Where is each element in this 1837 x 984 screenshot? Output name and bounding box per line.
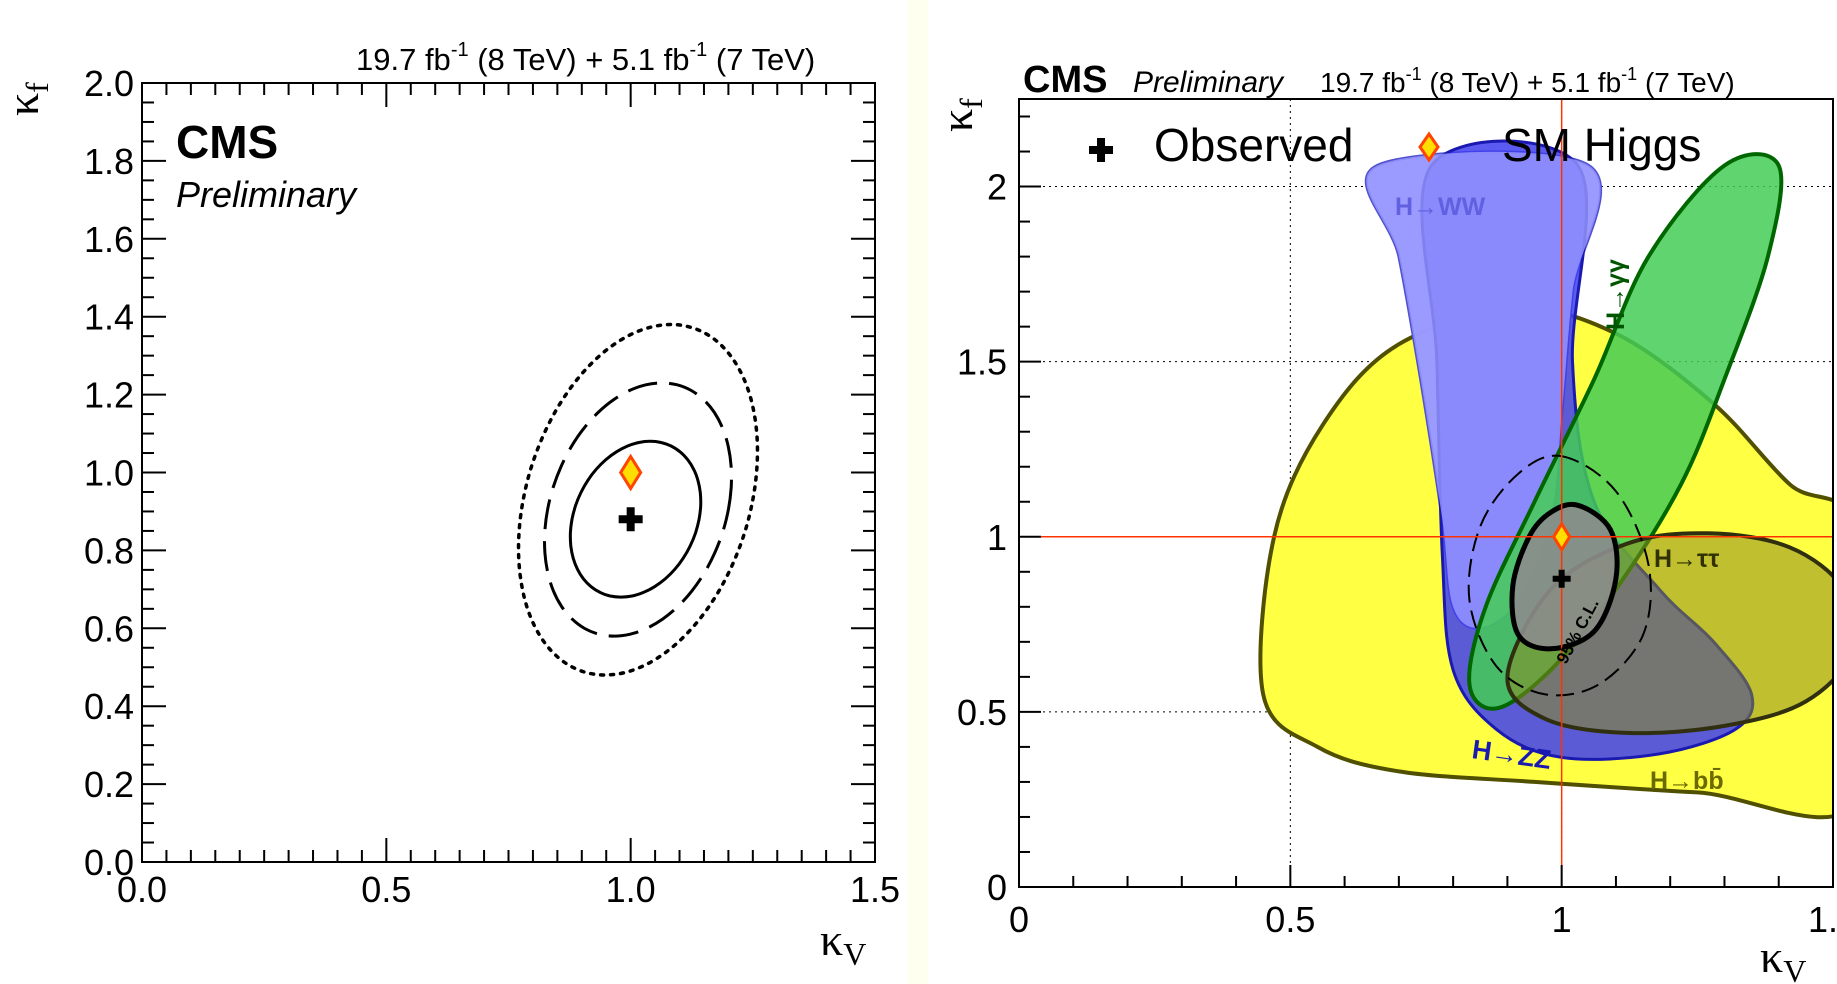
htautau-label: H→ττ [1654,545,1719,573]
hgg-label: H→γγ [1602,259,1630,330]
x-axis-title: κV [1760,931,1806,984]
experiment-label: CMS [1023,59,1107,101]
status-label: Preliminary [1133,66,1285,99]
y-tick-label: 0.2 [84,764,134,805]
x-tick-label: 0 [1009,899,1029,940]
lumi-label: 19.7 fb-1 (8 TeV) + 5.1 fb-1 (7 TeV) [356,39,815,77]
axis-ticks [1018,115,1834,888]
y-tick-label: 0 [987,867,1007,908]
x-tick-label: 1.0 [606,869,656,910]
legend-observed-marker [1089,138,1113,162]
y-tick-label: 0.5 [957,692,1007,733]
y-tick-label: 1.2 [84,375,134,416]
legend-sm-marker [1418,131,1440,163]
y-tick-label: 0.0 [84,842,134,883]
left-panel: 19.7 fb-1 (8 TeV) + 5.1 fb-1 (7 TeV) 0.0… [0,0,908,984]
plot-frame [1018,98,1834,888]
y-tick-label: 1.8 [84,141,134,182]
x-tick-label: 0.5 [1265,899,1315,940]
left-chart: 19.7 fb-1 (8 TeV) + 5.1 fb-1 (7 TeV) 0.0… [0,39,900,972]
x-tick-label: 1 [1552,899,1572,940]
combined-95cl-contour [1467,454,1652,697]
y-tick-label: 2.0 [84,63,134,104]
legend-sm-label: SM Higgs [1502,119,1701,171]
x-tick-label: 1.5 [850,869,900,910]
contour-dashed [543,381,733,638]
x-tick-label: 0.0 [117,869,167,910]
plot-frame [141,82,876,863]
sm-higgs-marker [1551,520,1572,553]
status-label: Preliminary [176,174,358,215]
right-chart: CMS Preliminary 19.7 fb-1 (8 TeV) + 5.1 … [931,59,1837,984]
experiment-label: CMS [176,116,278,168]
sm-reference-lines [1019,99,1833,887]
lumi-label: 19.7 fb-1 (8 TeV) + 5.1 fb-1 (7 TeV) [1320,64,1735,98]
best-fit-marker [618,507,643,532]
sm-higgs-marker [618,453,643,492]
y-tick-label: 1.4 [84,297,134,338]
contour-solid [568,439,703,599]
contour-layer [1019,99,1833,887]
right-panel: CMS Preliminary 19.7 fb-1 (8 TeV) + 5.1 … [928,0,1837,984]
hww-label: H→WW [1395,193,1486,221]
tick-labels: 0.0 0.5 1.0 1.5 0.0 0.2 0.4 0.6 0.8 1.0 1.2 1.4 1.6 1… [84,63,900,910]
legend-observed-label: Observed [1154,119,1353,171]
y-tick-label: 0.8 [84,530,134,571]
best-fit-marker [1552,569,1571,588]
y-tick-label: 0.4 [84,686,134,727]
axis-ticks [141,82,876,863]
y-axis-title: κf [931,98,989,132]
x-tick-label: 1.5 [1808,899,1837,940]
tick-labels: 0 0.5 1 1.5 0 0.5 1 1.5 2 [957,167,1837,940]
contour-dotted [516,322,760,677]
y-tick-label: 1.6 [84,219,134,260]
y-tick-label: 2 [987,167,1007,208]
y-tick-label: 1 [987,517,1007,558]
x-axis-title: κV [820,914,866,972]
y-tick-label: 0.6 [84,608,134,649]
y-axis-title: κf [0,82,55,116]
y-tick-label: 1.0 [84,453,134,494]
hbb-label: H→bb̄ [1650,766,1724,795]
y-tick-label: 1.5 [957,342,1007,383]
x-tick-label: 0.5 [361,869,411,910]
